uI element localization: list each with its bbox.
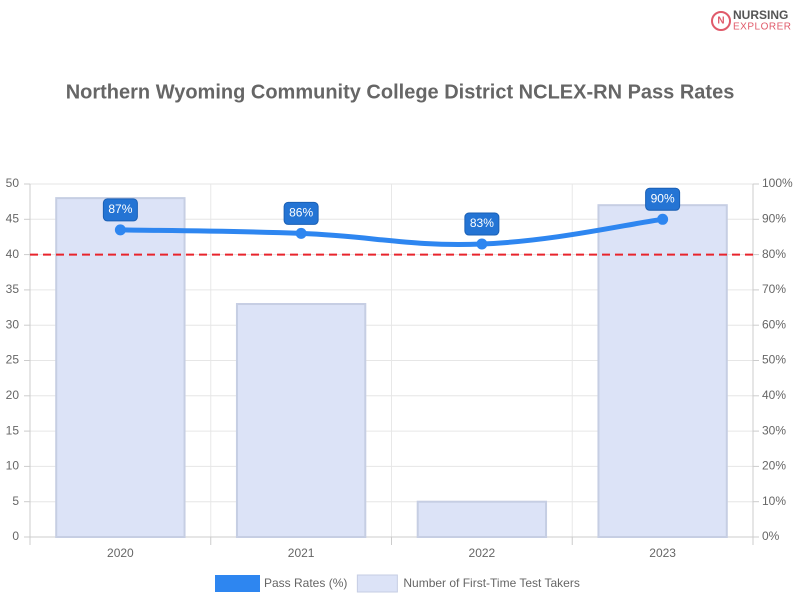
value-label: 86% — [289, 206, 313, 220]
value-label-box — [283, 201, 319, 225]
chart-title: Northern Wyoming Community College Distr… — [66, 81, 735, 103]
y-tick-label: 5 — [12, 494, 19, 508]
y-tick-label: 10 — [6, 459, 20, 473]
logo: N NURSING EXPLORER — [711, 8, 791, 33]
y2-tick-label: 100% — [762, 176, 793, 190]
bar — [597, 204, 728, 538]
legend-swatch — [215, 575, 260, 592]
y-tick-label: 45 — [6, 211, 20, 225]
y2-tick-label: 80% — [762, 247, 786, 261]
y2-tick-label: 30% — [762, 423, 786, 437]
y2-tick-label: 10% — [762, 494, 786, 508]
value-label: 87% — [108, 202, 132, 216]
bar — [235, 303, 367, 538]
logo-icon — [711, 11, 731, 31]
y-tick-label: 50 — [6, 176, 20, 190]
y2-tick-label: 50% — [762, 353, 786, 367]
value-label: 83% — [470, 216, 494, 230]
line-point — [295, 227, 307, 239]
y2-tick-label: 0% — [762, 529, 780, 543]
line-point — [476, 238, 488, 250]
value-label-box — [645, 187, 681, 211]
y2-tick-label: 60% — [762, 317, 786, 331]
x-tick-label: 2023 — [649, 546, 676, 560]
logo-icon-letter: N — [717, 16, 724, 27]
y-tick-label: 35 — [6, 282, 20, 296]
logo-text: EXPLORER — [733, 22, 791, 33]
value-label: 90% — [651, 191, 675, 205]
line — [120, 216, 663, 247]
bar — [416, 500, 548, 539]
legend-swatch — [356, 574, 398, 593]
y2-tick-label: 90% — [762, 211, 786, 225]
legend-label: Pass Rates (%) — [264, 576, 347, 590]
logo-text: NURSING — [733, 8, 788, 22]
legend-label: Number of First-Time Test Takers — [403, 576, 579, 590]
value-label-box — [102, 198, 138, 222]
y-tick-label: 20 — [6, 388, 20, 402]
x-tick-label: 2021 — [288, 546, 315, 560]
value-label-box — [464, 212, 500, 236]
x-tick-label: 2020 — [107, 546, 134, 560]
line-point — [114, 224, 126, 236]
y-tick-label: 0 — [12, 529, 19, 543]
line-point — [657, 213, 669, 225]
y-tick-label: 25 — [6, 353, 20, 367]
y-tick-label: 40 — [6, 247, 20, 261]
x-tick-label: 2022 — [469, 546, 496, 560]
y-tick-label: 30 — [6, 317, 20, 331]
y2-tick-label: 20% — [762, 459, 786, 473]
y2-tick-label: 40% — [762, 388, 786, 402]
y2-tick-label: 70% — [762, 282, 786, 296]
y-tick-label: 15 — [6, 423, 20, 437]
bar — [55, 197, 186, 538]
